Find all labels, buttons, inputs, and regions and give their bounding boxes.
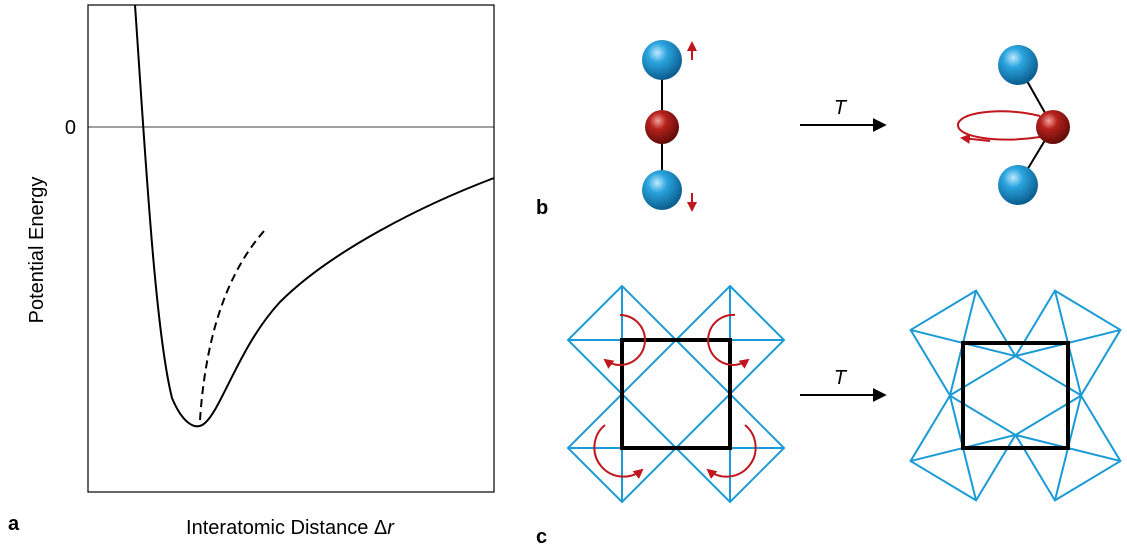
- x-axis-label: Interatomic Distance Δr: [186, 517, 395, 539]
- panel-b: T b: [536, 40, 1070, 219]
- unit-cell: [963, 343, 1068, 448]
- panel-a: 0 Potential Energy Interatomic Distance …: [8, 5, 494, 539]
- y-axis-label: Potential Energy: [26, 177, 48, 324]
- x-axis-variable: r: [387, 517, 395, 539]
- plot-frame: [88, 5, 494, 492]
- atom: [642, 40, 682, 80]
- atom: [645, 110, 679, 144]
- arrow-label: T: [834, 367, 848, 389]
- arrow-label: T: [834, 97, 848, 119]
- panel-label: b: [536, 197, 548, 219]
- x-axis-label-text: Interatomic Distance Δ: [186, 517, 387, 539]
- figure: 0 Potential Energy Interatomic Distance …: [0, 0, 1127, 549]
- atom: [998, 165, 1038, 205]
- zero-label: 0: [65, 117, 76, 139]
- atom: [1036, 110, 1070, 144]
- atom: [998, 45, 1038, 85]
- panel-label: a: [8, 513, 20, 535]
- rotation-arrow: [594, 425, 642, 477]
- atom: [642, 170, 682, 210]
- panel-c: T c: [536, 286, 1120, 548]
- harmonic-curve: [200, 230, 265, 420]
- rotation-arrow: [958, 111, 1040, 139]
- panel-label: c: [536, 526, 547, 548]
- potential-curve: [135, 5, 494, 426]
